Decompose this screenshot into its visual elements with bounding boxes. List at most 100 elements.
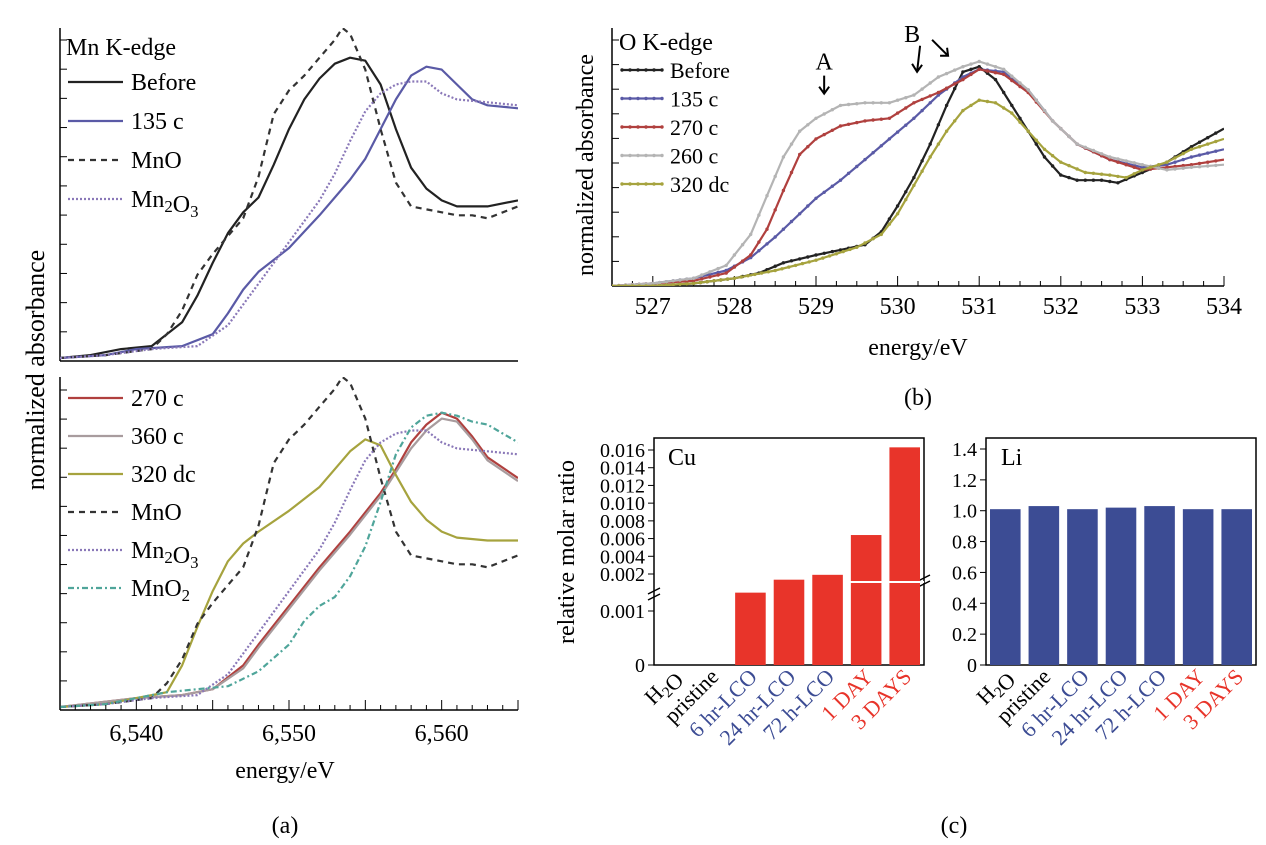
panel-a: normalized absorbance Mn K-edge Before 13… [21, 28, 519, 839]
b-plot-area [612, 59, 1224, 286]
marker-320-dc [1026, 129, 1030, 133]
marker-135-c [863, 157, 867, 162]
li-bar-72-h-lco [1144, 506, 1175, 665]
marker-320-dc [617, 284, 621, 286]
marker-before [773, 264, 777, 268]
marker-270-c [749, 253, 753, 257]
marker-320-dc [928, 155, 932, 159]
marker-320-dc [623, 284, 628, 286]
marker-320-dc [993, 101, 998, 105]
marker-320-dc [1067, 163, 1071, 168]
marker-before [1002, 90, 1006, 95]
marker-270-c [1165, 165, 1169, 169]
marker-135-c [928, 101, 932, 105]
panel-b-ylabel: normalized absorbance [573, 54, 599, 276]
cu-y-tick-label: 0.002 [600, 564, 645, 586]
annotation-a-arrow [818, 75, 830, 96]
marker-320-dc [657, 283, 662, 286]
li-y-tick-label: 0 [967, 655, 977, 677]
marker-320-dc [719, 278, 723, 282]
legend-label-mno: MnO [131, 148, 182, 174]
marker-260-c [1034, 98, 1039, 102]
marker-270-c [920, 97, 924, 102]
marker-320-dc [1197, 145, 1202, 149]
marker-before [936, 123, 941, 127]
marker-260-c [664, 280, 669, 284]
marker-320-dc [678, 282, 682, 286]
legend-marker-270-c [628, 125, 632, 129]
marker-270-c [969, 72, 973, 77]
series-line-mn2o3 [60, 429, 518, 709]
marker-260-c [953, 68, 957, 72]
marker-320-dc [936, 142, 941, 146]
marker-270-c [977, 67, 981, 72]
marker-before [953, 86, 957, 91]
a-bottom-yticks [60, 389, 67, 711]
marker-260-c [879, 101, 883, 105]
marker-320-dc [977, 98, 981, 102]
cu-bar-72-h-lco [812, 574, 843, 665]
legend-marker-260-c [620, 153, 624, 158]
marker-135-c [716, 270, 720, 275]
marker-320-dc [732, 276, 737, 280]
marker-320-dc [705, 280, 709, 284]
marker-before [1197, 140, 1202, 144]
legend-marker-135-c [636, 96, 640, 101]
marker-260-c [1042, 108, 1047, 113]
marker-260-c [1214, 163, 1218, 168]
marker-320-dc [1140, 168, 1145, 172]
marker-before [1140, 170, 1145, 175]
marker-135-c [822, 190, 826, 194]
marker-320-dc [985, 99, 990, 104]
marker-320-dc [787, 265, 791, 269]
marker-260-c [838, 103, 843, 108]
marker-260-c [1091, 148, 1096, 153]
legend-label-mn2o3: Mn2O3 [131, 187, 198, 221]
marker-320-dc [871, 237, 875, 241]
marker-270-c [691, 279, 696, 283]
marker-320-dc [725, 277, 730, 281]
legend-marker-320-dc [644, 182, 648, 186]
legend-marker-before [652, 68, 656, 72]
marker-320-dc [1108, 173, 1112, 177]
marker-270-c [904, 106, 908, 110]
marker-260-c [1059, 126, 1063, 131]
marker-320-dc [1059, 160, 1063, 164]
x-tick-label: 530 [880, 294, 916, 320]
legend-marker-320-dc [620, 182, 624, 186]
marker-before [1091, 178, 1096, 182]
marker-before [1189, 145, 1194, 149]
marker-260-c [814, 116, 818, 121]
marker-260-c [912, 93, 916, 97]
marker-320-dc [1010, 111, 1014, 115]
panel-c: relative molar ratio 00.0010.0020.0040.0… [554, 437, 1257, 839]
marker-270-c [928, 94, 932, 98]
legend-marker-260-c [652, 153, 656, 158]
marker-270-c [887, 116, 892, 121]
marker-320-dc [1165, 160, 1169, 164]
li-bars [990, 506, 1252, 665]
legend-marker-135-c [652, 96, 656, 101]
marker-260-c [1173, 167, 1177, 171]
marker-before [822, 251, 826, 255]
annotation-b: B [904, 22, 920, 48]
marker-320-dc [1173, 156, 1177, 160]
marker-320-dc [637, 284, 641, 286]
marker-270-c [1010, 78, 1014, 83]
marker-135-c [765, 242, 769, 246]
marker-320-dc [904, 197, 908, 202]
cu-axis: 00.0010.0020.0040.0060.0080.0100.0120.01… [600, 440, 931, 677]
cu-y-tick-label: 0.010 [600, 493, 645, 515]
marker-135-c [1214, 149, 1218, 153]
series-line-360-c [60, 417, 518, 709]
marker-260-c [1018, 81, 1022, 85]
legend-marker-before [644, 68, 648, 72]
marker-270-c [936, 90, 941, 95]
marker-135-c [1173, 160, 1177, 164]
panel-b: normalized absorbance 527 528 529 530 531 532… [573, 22, 1242, 411]
legend-label-mno: MnO [131, 500, 182, 526]
marker-135-c [887, 137, 892, 141]
marker-260-c [985, 62, 990, 66]
marker-260-c [904, 96, 908, 100]
